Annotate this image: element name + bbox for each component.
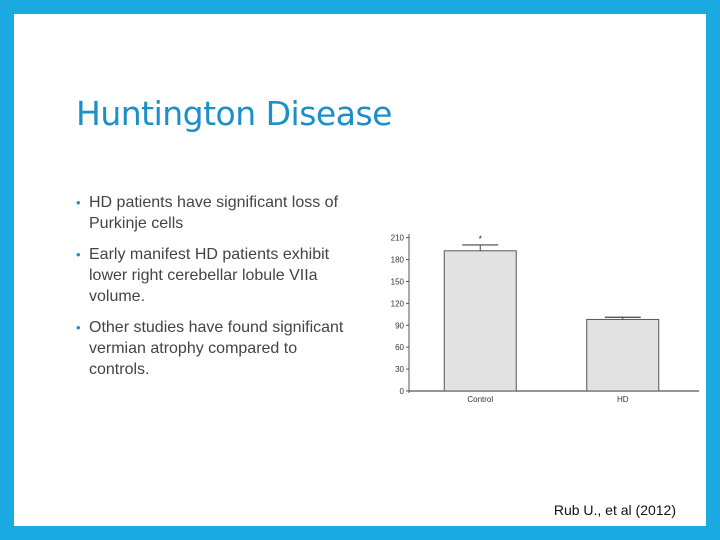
x-tick-label: HD [617,395,629,404]
slide: Huntington Disease HD patients have sign… [14,14,706,526]
bullet-list: HD patients have significant loss of Pur… [76,192,346,390]
significance-marker: * [478,234,482,244]
bar-hd [586,318,660,392]
citation: Rub U., et al (2012) [553,502,676,518]
y-tick-label: 90 [395,321,404,330]
y-tick-label: 180 [391,256,405,265]
y-tick-label: 150 [391,277,405,286]
bar-control [443,250,517,392]
y-tick-label: 120 [391,299,405,308]
bullet-item: Early manifest HD patients exhibit lower… [76,244,346,307]
y-tick-label: 210 [391,234,405,243]
bullet-item: HD patients have significant loss of Pur… [76,192,346,234]
y-tick-label: 60 [395,343,404,352]
bar-chart: 0 30 60 90 120 150 180 210 Control * HD [391,234,699,404]
y-tick-label: 30 [395,365,404,374]
slide-title: Huntington Disease [76,94,392,133]
y-tick-label: 0 [400,387,405,396]
x-tick-label: Control [467,395,493,404]
bullet-item: Other studies have found significant ver… [76,317,346,380]
